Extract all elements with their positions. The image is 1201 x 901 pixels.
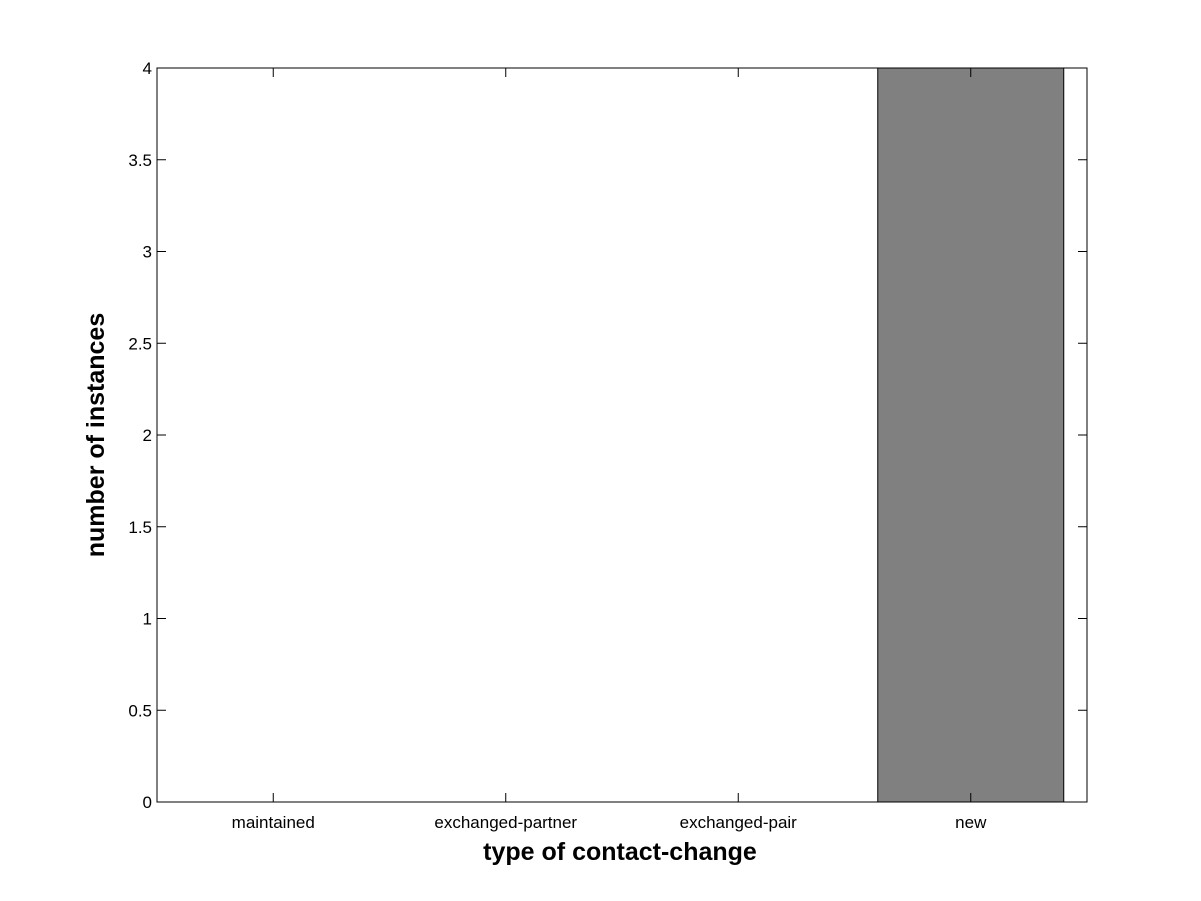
y-axis-label: number of instances [82, 313, 110, 558]
y-tick-label: 3.5 [128, 151, 152, 170]
y-tick-label: 2.5 [128, 334, 152, 353]
y-tick-label: 4 [143, 59, 152, 78]
y-tick-label: 2 [143, 426, 152, 445]
x-tick-label: exchanged-pair [680, 813, 798, 832]
x-tick-label: new [955, 813, 987, 832]
bar-new [877, 67, 1065, 803]
y-tick-label: 0 [143, 793, 152, 812]
x-tick-label: exchanged-partner [434, 813, 577, 832]
y-tick-label: 1.5 [128, 518, 152, 537]
y-tick-label: 3 [143, 243, 152, 262]
y-tick-label: 1 [143, 610, 152, 629]
x-tick-label: maintained [232, 813, 315, 832]
axes-box [156, 67, 1088, 803]
y-tick-label: 0.5 [128, 701, 152, 720]
x-axis-label: type of contact-change [483, 838, 757, 866]
